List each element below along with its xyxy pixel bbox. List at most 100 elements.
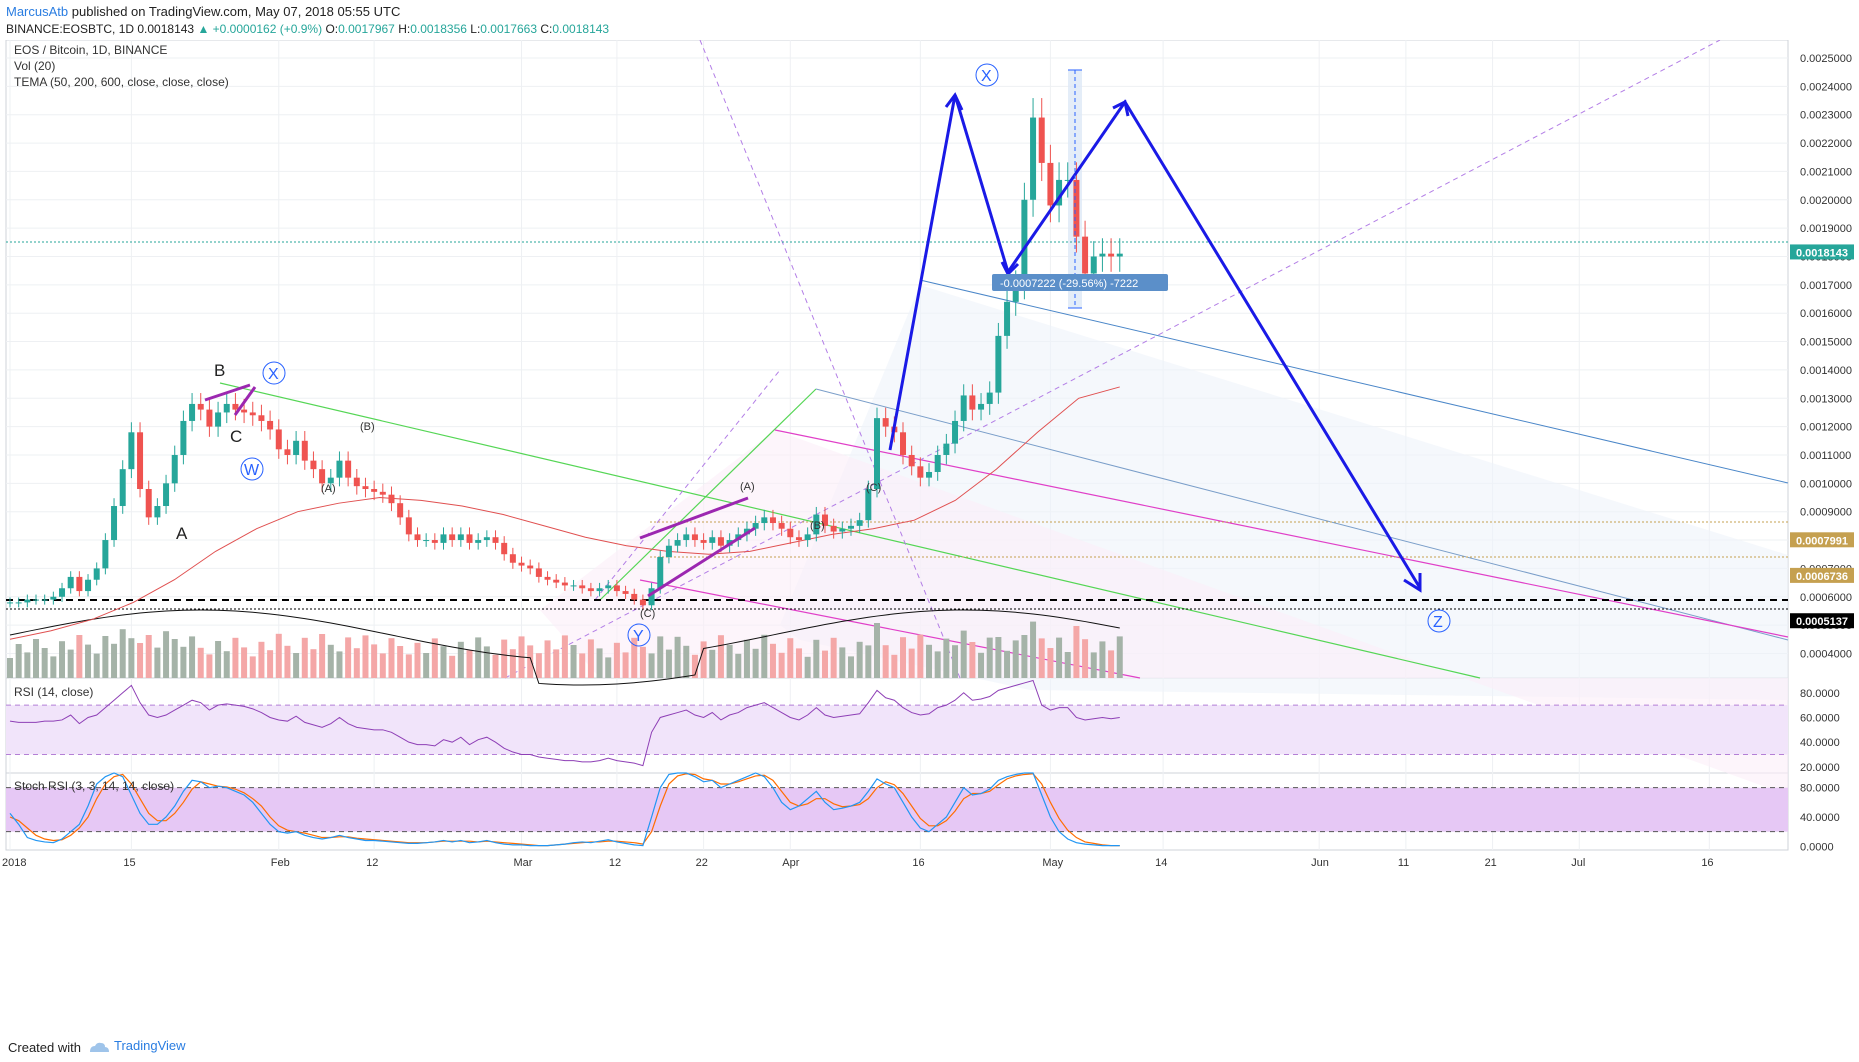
- candle-body: [518, 562, 525, 566]
- candle-body: [509, 554, 516, 563]
- candle-body: [683, 534, 690, 541]
- rsi-tick: 80.0000: [1800, 688, 1840, 700]
- volume-bar: [431, 638, 438, 678]
- created-with: Created with: [8, 1040, 81, 1055]
- volume-bar: [449, 655, 456, 678]
- price-tick: 0.0022000: [1800, 138, 1852, 150]
- candle-body: [423, 540, 430, 542]
- author-link[interactable]: MarcusAtb: [6, 4, 69, 19]
- candle-body: [50, 596, 57, 600]
- candle-body: [596, 588, 603, 592]
- candle-body: [579, 585, 586, 589]
- volume-bar: [466, 650, 473, 678]
- candle-body: [1038, 117, 1045, 163]
- volume-bar: [353, 648, 360, 678]
- volume-bar: [1056, 637, 1063, 678]
- price-chart[interactable]: -0.0007222 (-29.56%) -7222 X X W Y Z A B…: [0, 40, 1859, 1034]
- rsi-tick: 20.0000: [1800, 762, 1840, 774]
- volume-bar: [371, 644, 378, 678]
- volume-bar: [319, 634, 326, 678]
- tradingview-brand: TradingView: [114, 1038, 186, 1053]
- candle-body: [1108, 253, 1115, 257]
- price-change: ▲ +0.0000162 (+0.9%): [197, 22, 323, 36]
- close-label: C:: [540, 22, 553, 36]
- stoch-rsi-lines: [6, 772, 1788, 847]
- candle-body: [1030, 117, 1037, 200]
- candle-body: [145, 489, 152, 518]
- candle-body: [215, 412, 222, 427]
- candle-body: [631, 593, 638, 600]
- time-tick: 14: [1155, 857, 1167, 869]
- volume-bar: [769, 643, 776, 678]
- volume-bar: [1047, 648, 1054, 678]
- volume-ma-line: [9, 609, 1120, 686]
- volume-bar: [501, 639, 508, 678]
- time-tick: Jun: [1311, 857, 1329, 869]
- volume-bar: [379, 653, 386, 678]
- volume-bar: [691, 654, 698, 678]
- tradingview-logo[interactable]: TradingView: [88, 1038, 186, 1053]
- candle-body: [33, 599, 40, 601]
- ohlc-line: BINANCE:EOSBTC, 1D 0.0018143 ▲ +0.000016…: [6, 22, 609, 36]
- candle-body: [821, 514, 828, 526]
- time-tick: 22: [696, 857, 708, 869]
- candle-body: [605, 585, 612, 589]
- candle-body: [717, 537, 724, 546]
- candle-body: [41, 599, 48, 601]
- drawing-regions: [540, 70, 1788, 920]
- candle-body: [804, 534, 811, 541]
- candle-body: [787, 528, 794, 538]
- candle-body: [908, 454, 915, 467]
- sub-c1: (C): [640, 608, 655, 620]
- candle-body: [15, 602, 22, 604]
- candle-body: [492, 537, 499, 543]
- price-tick: 0.0004000: [1800, 648, 1852, 660]
- volume-bar: [1064, 652, 1071, 678]
- rsi-series-line: [9, 679, 1120, 767]
- volume-bar: [509, 649, 516, 678]
- volume-bar: [839, 647, 846, 678]
- volume-bar: [674, 636, 681, 678]
- candle-body: [440, 534, 447, 543]
- volume-bar: [535, 653, 542, 678]
- last-price: 0.0018143: [137, 22, 195, 36]
- candle-body: [93, 568, 100, 580]
- volume-bar: [180, 646, 187, 678]
- candle-body: [379, 491, 386, 495]
- volume-bar: [111, 643, 118, 678]
- volume-bar: [249, 656, 256, 678]
- time-axis[interactable]: 2018 15 Feb 12 Mar 12 22 Apr 16 May 14 Jun 11 21 Jul 16: [2, 857, 1714, 869]
- stoch-k-line: [9, 772, 1120, 847]
- volume-bar: [648, 653, 655, 678]
- volume-bar: [197, 647, 204, 678]
- candle-body: [856, 520, 863, 526]
- candle-body: [483, 537, 490, 541]
- volume-bar: [795, 648, 802, 678]
- volume-bar: [7, 658, 13, 678]
- volume-bar: [1090, 652, 1097, 678]
- time-tick: Jul: [1571, 857, 1585, 869]
- candle-body: [111, 506, 118, 541]
- volume-bar: [544, 640, 551, 678]
- volume-bar: [943, 638, 950, 678]
- candle-body: [674, 540, 681, 546]
- price-marker-label: 0.0006736: [1796, 571, 1848, 583]
- volume-bar: [33, 639, 40, 678]
- legend-title: EOS / Bitcoin, 1D, BINANCE: [14, 43, 167, 57]
- volume-bar: [1108, 650, 1115, 678]
- candle-body: [978, 403, 985, 410]
- price-tick: 0.0014000: [1800, 365, 1852, 377]
- candle-body: [119, 469, 126, 507]
- candle-body: [223, 403, 230, 413]
- price-marker-label: 0.0007991: [1796, 535, 1848, 547]
- candle-body: [405, 517, 412, 535]
- volume-bar: [293, 653, 300, 678]
- volume-bar: [978, 652, 985, 678]
- price-tick: 0.0012000: [1800, 422, 1852, 434]
- price-axis[interactable]: 0.0025000 0.0024000 0.0023000 0.0022000 0.00…: [1790, 53, 1854, 660]
- volume-bar: [93, 653, 100, 678]
- volume-bar: [1038, 638, 1045, 678]
- price-tick: 0.0021000: [1800, 166, 1852, 178]
- label-a: A: [176, 524, 188, 543]
- volume-bar: [405, 654, 412, 678]
